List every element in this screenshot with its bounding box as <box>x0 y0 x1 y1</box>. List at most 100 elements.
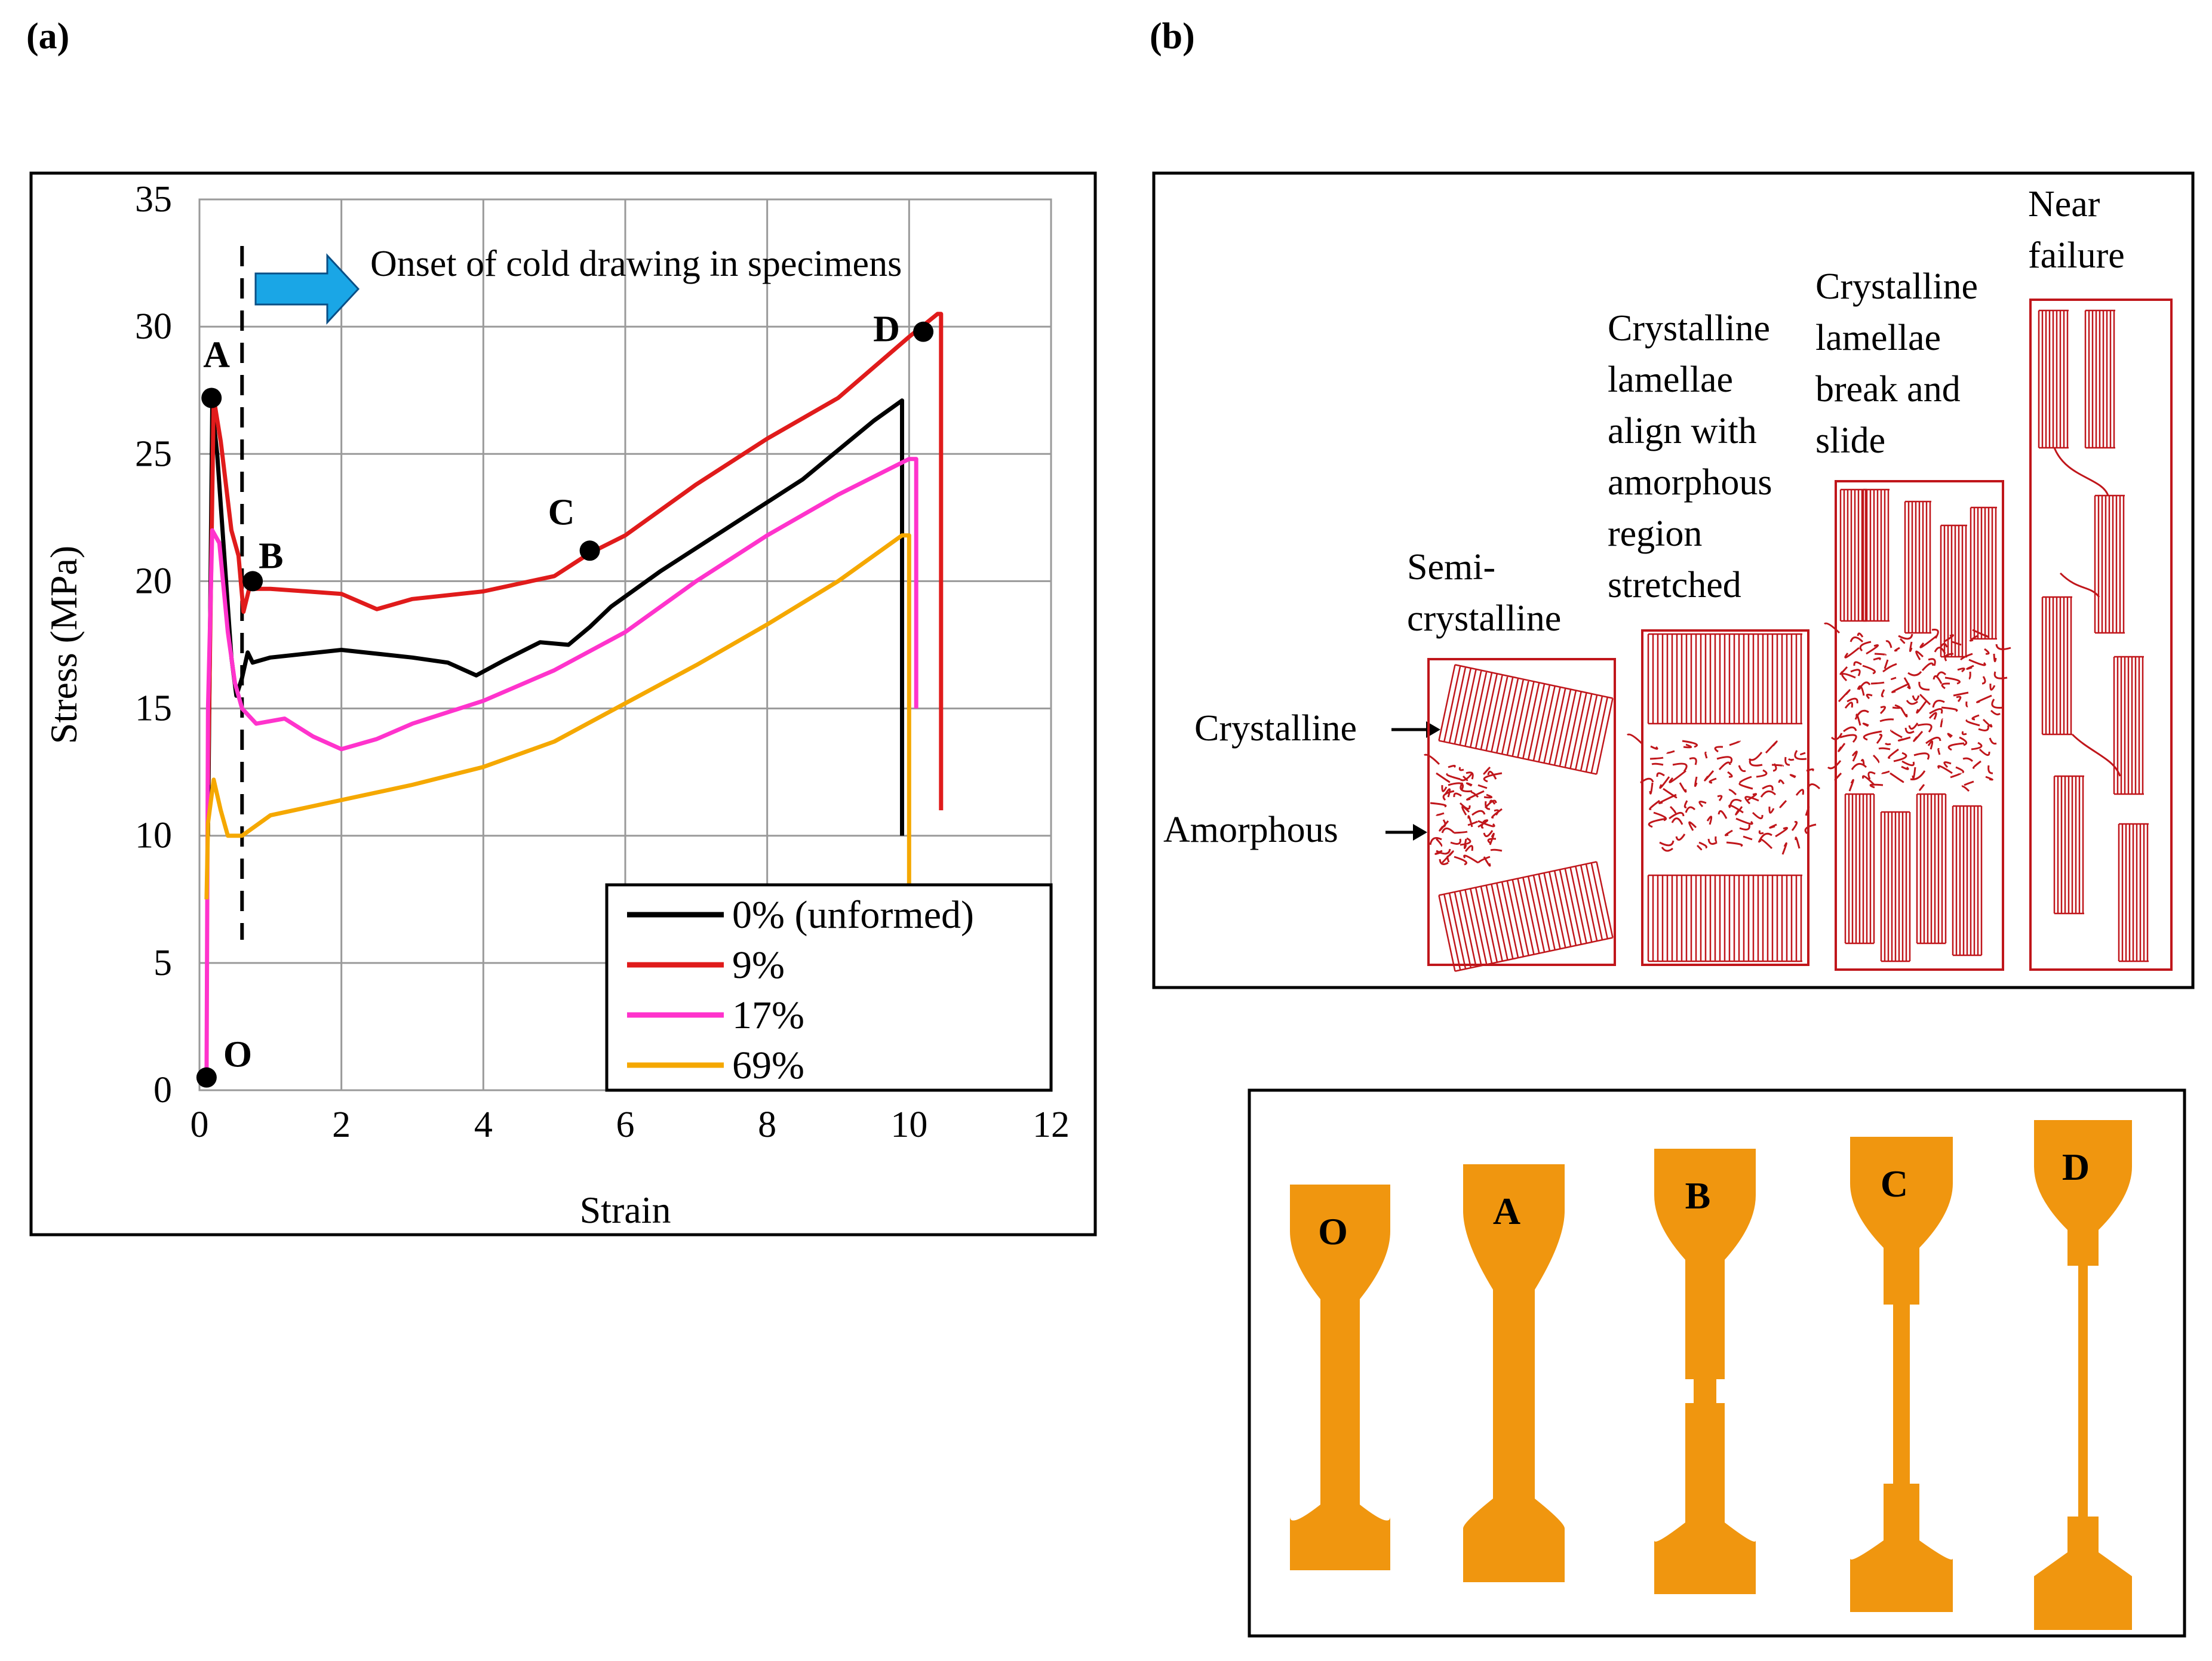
legend-label-3: 69% <box>732 1044 804 1087</box>
neck-cut <box>1910 1305 1921 1484</box>
stage-label-1: stretched <box>1608 565 1741 605</box>
amorphous-region <box>1626 733 1821 855</box>
legend-label-0: 0% (unformed) <box>732 893 974 937</box>
y-tick-label: 35 <box>135 179 172 220</box>
stage-box-3 <box>2029 299 2173 971</box>
x-tick-label: 0 <box>191 1105 209 1145</box>
crystalline-lamella <box>1438 861 1614 972</box>
specimen-D <box>2034 1120 2132 1630</box>
stress-strain-chart: 0 2 4 6 8 10 12 0 5 10 15 20 25 30 35 Strain Stress (MPa… <box>42 179 1070 1231</box>
stage-label-3: Near <box>2028 184 2100 224</box>
stage-label-2: break and <box>1815 369 1961 410</box>
lamella-fragment <box>1940 524 1967 658</box>
label-amorphous: Amorphous <box>1163 810 1338 850</box>
specimen-label-O: O <box>1318 1210 1348 1253</box>
specimen-label-A: A <box>1493 1190 1520 1232</box>
specimens-panel: O A B C D <box>1290 1120 2132 1630</box>
specimen-label-D: D <box>2062 1146 2090 1188</box>
lamella-fragment <box>2041 596 2072 736</box>
series-line-0 <box>205 398 904 836</box>
amorphous-region <box>1823 622 2011 792</box>
lamella-fragment <box>1904 500 1931 634</box>
legend-label-2: 17% <box>732 993 804 1037</box>
stage-label-1: Crystalline <box>1608 308 1770 349</box>
lamella-fragment <box>2084 309 2115 449</box>
specimen-label-B: B <box>1685 1174 1711 1217</box>
series-line-1 <box>205 312 944 811</box>
x-axis-label: Strain <box>580 1189 671 1231</box>
lamella-fragment <box>1952 805 1983 956</box>
x-tick-label: 2 <box>332 1105 351 1145</box>
stage-label-1: region <box>1608 513 1702 554</box>
label-crystalline: Crystalline <box>1194 708 1357 749</box>
x-tick-label: 8 <box>758 1105 776 1145</box>
lamella-fragment <box>1839 488 1867 622</box>
lamella-fragment <box>1862 488 1890 622</box>
x-tick-label: 4 <box>474 1105 493 1145</box>
diagram-frame <box>1152 171 2195 989</box>
y-axis-label: Stress (MPa) <box>42 546 85 744</box>
series-line-2 <box>204 457 918 1078</box>
stage-label-0: Semi- <box>1407 547 1495 587</box>
stage-label-2: Crystalline <box>1815 266 1978 307</box>
microstructure-diagram: Semi-crystalline Crystalline lamellae align… <box>1163 184 2173 972</box>
y-tick-label: 5 <box>153 943 172 983</box>
y-tick-label: 30 <box>135 306 172 347</box>
marker-point-D <box>913 321 934 342</box>
neck-cut <box>2088 1266 2100 1517</box>
marker-point-O <box>196 1067 217 1088</box>
neck-cut <box>1684 1379 1694 1403</box>
specimen-A <box>1463 1164 1565 1582</box>
specimen-label-C: C <box>1881 1162 1908 1205</box>
marker-point-A <box>201 387 222 408</box>
lamella-fragment <box>1970 506 1997 640</box>
x-tick-label: 6 <box>616 1105 635 1145</box>
arrow-right-icon <box>254 253 360 325</box>
lamella-fragment <box>1844 793 1875 945</box>
y-tick-label: 0 <box>153 1070 172 1111</box>
x-tick-label: 12 <box>1033 1105 1070 1145</box>
lamella-fragment <box>1880 811 1911 962</box>
chart-frame <box>29 171 1097 1236</box>
stage-box-1 <box>1641 629 1809 966</box>
lamella-fragment <box>2053 775 2084 915</box>
specimen-O <box>1290 1185 1390 1570</box>
legend-box <box>605 883 1053 1092</box>
stage-label-3: failure <box>2028 235 2125 276</box>
y-tick-label: 20 <box>135 561 172 601</box>
specimen-C <box>1850 1137 1953 1612</box>
amorphous-region <box>1423 753 1503 867</box>
marker-label-A: A <box>203 335 230 376</box>
lamella-fragment <box>2113 656 2144 795</box>
crystalline-lamella <box>1438 664 1614 775</box>
marker-label-C: C <box>548 492 575 533</box>
neck-cut <box>2066 1266 2078 1517</box>
legend-label-1: 9% <box>732 943 785 987</box>
stretched-chain <box>2053 447 2121 777</box>
stage-label-2: slide <box>1815 420 1885 461</box>
neck-cut <box>1882 1305 1893 1484</box>
crystalline-lamella <box>1647 874 1802 962</box>
y-tick-label: 25 <box>135 433 172 474</box>
stage-label-1: align with <box>1608 411 1757 451</box>
specimens-frame <box>1248 1088 2186 1638</box>
stage-label-1: lamellae <box>1608 359 1733 400</box>
lamella-fragment <box>2118 823 2149 962</box>
y-tick-label: 10 <box>135 816 172 856</box>
marker-point-B <box>242 571 263 592</box>
panel-label-b: (b) <box>1150 16 1195 57</box>
neck-cut <box>1716 1379 1726 1403</box>
stage-label-2: lamellae <box>1815 318 1941 358</box>
lamella-fragment <box>2094 494 2125 634</box>
series-line-3 <box>204 533 911 900</box>
x-tick-label: 10 <box>890 1105 927 1145</box>
stage-box-2 <box>1835 480 2004 971</box>
stage-label-1: amorphous <box>1608 462 1772 503</box>
marker-label-B: B <box>259 536 283 576</box>
stage-label-0: crystalline <box>1407 598 1561 639</box>
specimen-B <box>1654 1149 1756 1594</box>
marker-label-O: O <box>223 1035 252 1075</box>
lamella-fragment <box>2038 309 2069 449</box>
cold-drawing-annotation: Onset of cold drawing in specimens <box>370 244 902 284</box>
